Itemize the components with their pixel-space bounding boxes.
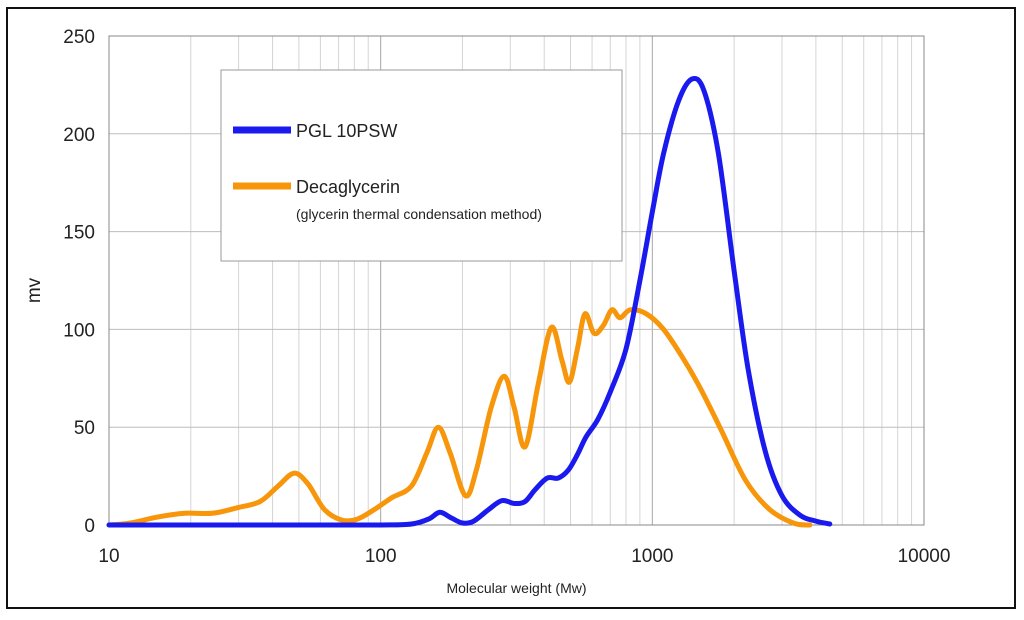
legend-label-pgl-10psw: PGL 10PSW [296, 121, 397, 141]
y-tick-label: 200 [63, 125, 95, 146]
legend: PGL 10PSW Decaglycerin (glycerin thermal… [220, 69, 623, 262]
x-tick-labels: 10 100 1000 10000 [98, 546, 950, 567]
x-tick-label: 100 [365, 546, 397, 567]
y-tick-label: 150 [63, 223, 95, 244]
chart: 0 50 100 150 200 250 10 100 1000 10000 Molecular… [24, 27, 950, 596]
y-axis-label: mv [24, 277, 45, 303]
plot-area [108, 35, 925, 526]
y-tick-label: 0 [84, 516, 95, 537]
legend-sublabel-decaglycerin: (glycerin thermal condensation method) [296, 206, 542, 222]
legend-box [220, 69, 623, 262]
x-tick-label: 10000 [898, 546, 951, 567]
y-tick-label: 50 [74, 418, 95, 439]
legend-label-decaglycerin: Decaglycerin [296, 177, 400, 197]
series-layer [106, 75, 833, 528]
y-tick-label: 250 [63, 27, 95, 48]
series-line-decaglycerin [106, 307, 813, 528]
x-tick-label: 1000 [631, 546, 673, 567]
y-tick-labels: 0 50 100 150 200 250 [63, 27, 95, 537]
y-tick-label: 100 [63, 320, 95, 341]
chart-frame: 0 50 100 150 200 250 10 100 1000 10000 Molecular… [6, 7, 1016, 609]
x-tick-label: 10 [98, 546, 119, 567]
series-line-pgl-10psw [106, 75, 833, 528]
x-axis-label: Molecular weight (Mw) [446, 580, 586, 596]
